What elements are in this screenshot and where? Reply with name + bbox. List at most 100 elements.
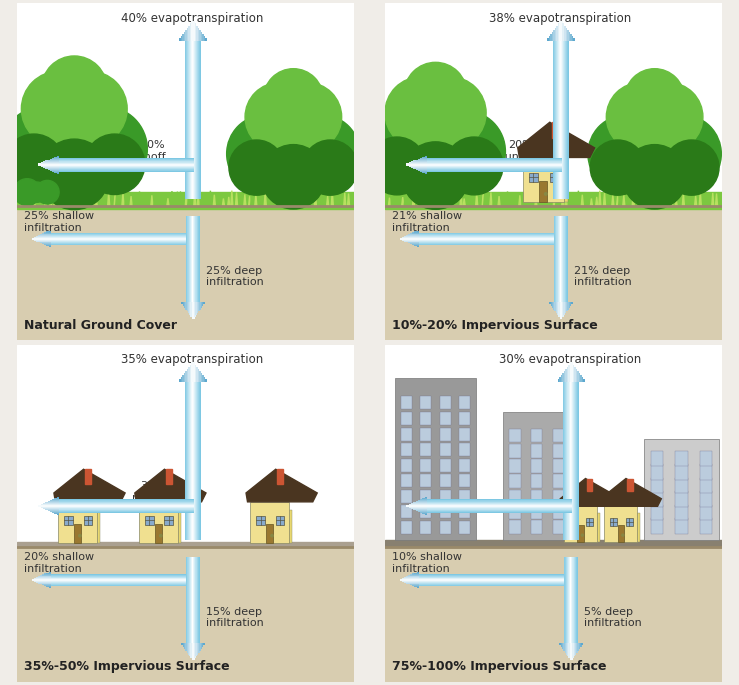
Bar <box>59 158 194 160</box>
Polygon shape <box>577 190 579 205</box>
Bar <box>427 511 572 512</box>
Bar <box>51 237 194 238</box>
Bar <box>190 364 192 382</box>
Bar <box>188 557 189 643</box>
Bar <box>562 216 563 301</box>
Bar <box>34 581 51 582</box>
Bar <box>650 451 664 466</box>
Bar <box>675 451 688 466</box>
Bar <box>202 301 203 306</box>
Circle shape <box>368 137 426 195</box>
Bar <box>427 160 562 162</box>
Bar <box>417 572 419 573</box>
Bar <box>401 397 412 410</box>
Bar <box>427 506 572 507</box>
Circle shape <box>643 114 721 193</box>
Polygon shape <box>649 198 651 205</box>
Bar <box>418 169 427 171</box>
Polygon shape <box>84 197 86 205</box>
Bar <box>195 557 196 643</box>
Bar <box>59 164 194 165</box>
Bar <box>459 521 470 534</box>
Bar <box>188 216 189 301</box>
Bar <box>51 244 194 245</box>
Bar <box>427 506 572 508</box>
Bar <box>556 40 557 199</box>
Bar <box>509 520 520 534</box>
Bar <box>531 475 542 488</box>
Bar <box>573 382 575 540</box>
Bar <box>415 232 419 233</box>
Bar <box>552 32 554 40</box>
Bar <box>400 238 419 240</box>
Polygon shape <box>655 194 657 206</box>
Polygon shape <box>58 197 61 205</box>
Bar <box>560 216 561 301</box>
Bar <box>555 27 556 40</box>
Bar <box>427 171 562 172</box>
Bar <box>51 583 194 584</box>
Bar <box>423 171 427 173</box>
Polygon shape <box>246 469 317 502</box>
Bar <box>564 216 565 301</box>
Bar <box>49 231 51 232</box>
Bar <box>579 373 580 382</box>
Bar <box>196 216 197 301</box>
Bar <box>418 499 427 501</box>
Bar <box>190 216 191 301</box>
Bar <box>41 503 59 505</box>
Circle shape <box>229 140 285 195</box>
Text: 21% shallow
infiltration: 21% shallow infiltration <box>392 211 462 233</box>
Bar <box>406 505 427 506</box>
Bar <box>566 557 567 643</box>
Polygon shape <box>548 191 549 205</box>
Polygon shape <box>601 479 661 506</box>
Bar <box>198 301 200 312</box>
Bar <box>417 231 419 232</box>
Bar <box>411 162 427 163</box>
Bar <box>180 38 181 40</box>
Bar <box>185 371 187 382</box>
Bar <box>413 508 427 510</box>
Bar <box>427 164 562 165</box>
Bar <box>59 505 194 506</box>
Bar <box>427 158 562 160</box>
Bar <box>51 233 194 234</box>
Polygon shape <box>29 199 31 205</box>
Polygon shape <box>476 192 477 206</box>
Bar <box>412 244 419 245</box>
Polygon shape <box>663 192 665 206</box>
Bar <box>415 586 419 587</box>
Bar <box>51 578 194 579</box>
Bar <box>251 502 289 543</box>
Polygon shape <box>130 196 132 206</box>
Bar <box>563 40 564 199</box>
Bar <box>427 166 562 167</box>
Bar <box>420 506 431 519</box>
Bar <box>45 508 59 510</box>
Bar <box>567 30 569 40</box>
Circle shape <box>664 140 719 195</box>
Bar <box>562 643 564 649</box>
Bar <box>554 40 555 199</box>
Bar <box>51 584 194 585</box>
Bar <box>51 584 194 586</box>
Bar <box>59 500 194 501</box>
Bar <box>440 490 451 503</box>
Bar <box>548 38 549 40</box>
Bar <box>557 216 558 301</box>
Bar <box>187 40 188 199</box>
Bar <box>59 159 194 160</box>
Bar <box>563 382 564 540</box>
Bar <box>40 242 51 243</box>
Polygon shape <box>115 192 116 206</box>
Bar <box>576 643 578 653</box>
Circle shape <box>590 140 645 195</box>
Circle shape <box>385 77 457 149</box>
Polygon shape <box>125 198 127 205</box>
Polygon shape <box>590 199 593 205</box>
Bar <box>197 557 199 643</box>
Bar <box>59 171 194 172</box>
Text: 35%-50% Impervious Surface: 35%-50% Impervious Surface <box>24 660 229 673</box>
Circle shape <box>588 114 666 193</box>
